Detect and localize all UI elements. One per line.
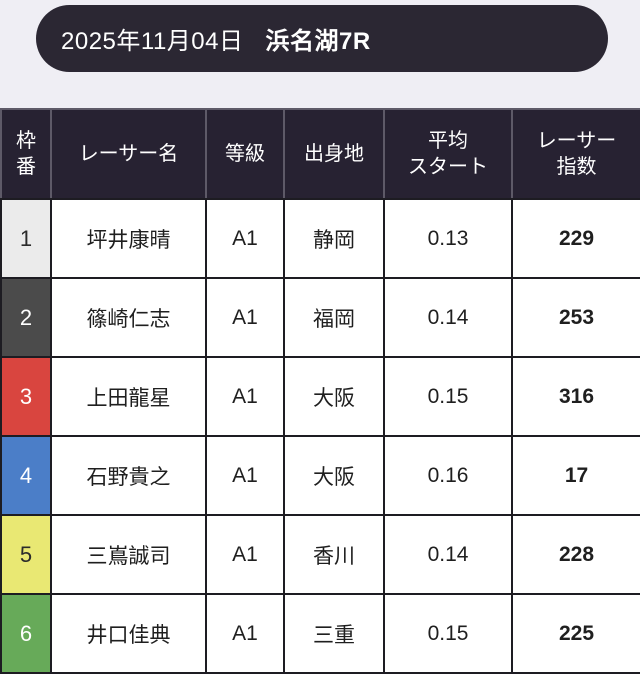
racer-index-cell: 316 (511, 356, 640, 437)
hometown-cell: 福岡 (283, 277, 385, 358)
hometown-cell: 静岡 (283, 198, 385, 279)
column-header-frame-line2: 番 (16, 156, 36, 178)
racer-index-cell: 17 (511, 435, 640, 516)
column-header-hometown: 出身地 (283, 108, 385, 200)
table-row: 3 上田龍星 A1 大阪 0.15 316 (0, 356, 640, 437)
page: { "race_header": { "date": "2025年11月04日"… (0, 5, 640, 674)
avg-start-cell: 0.15 (383, 593, 513, 674)
grade-cell: A1 (205, 593, 285, 674)
racer-table: 枠 番 レーサー名 等級 出身地 平均 スタート レーサー 指数 1 坪井康晴 … (0, 108, 640, 674)
racer-name-cell: 三嶌誠司 (50, 514, 207, 595)
avg-start-cell: 0.13 (383, 198, 513, 279)
hometown-cell: 大阪 (283, 356, 385, 437)
table-row: 5 三嶌誠司 A1 香川 0.14 228 (0, 514, 640, 595)
column-header-avg-start: 平均 スタート (383, 108, 513, 200)
racer-index-cell: 225 (511, 593, 640, 674)
hometown-cell: 大阪 (283, 435, 385, 516)
race-title: 浜名湖7R (265, 28, 371, 55)
grade-cell: A1 (205, 277, 285, 358)
grade-cell: A1 (205, 435, 285, 516)
avg-start-cell: 0.16 (383, 435, 513, 516)
frame-number-cell: 5 (0, 514, 52, 595)
racer-index-cell: 228 (511, 514, 640, 595)
grade-cell: A1 (205, 514, 285, 595)
table-header-row: 枠 番 レーサー名 等級 出身地 平均 スタート レーサー 指数 (0, 108, 640, 200)
table-row: 4 石野貴之 A1 大阪 0.16 17 (0, 435, 640, 516)
frame-number-cell: 1 (0, 198, 52, 279)
racer-name-cell: 篠崎仁志 (50, 277, 207, 358)
avg-start-cell: 0.14 (383, 277, 513, 358)
hometown-cell: 香川 (283, 514, 385, 595)
race-date: 2025年11月04日 (61, 28, 244, 55)
column-header-racer-index: レーサー 指数 (511, 108, 640, 200)
column-header-racer-index-line1: レーサー (536, 130, 617, 152)
frame-number-cell: 6 (0, 593, 52, 674)
frame-number-cell: 4 (0, 435, 52, 516)
grade-cell: A1 (205, 198, 285, 279)
table-row: 6 井口佳典 A1 三重 0.15 225 (0, 593, 640, 674)
frame-number-cell: 2 (0, 277, 52, 358)
table-row: 2 篠崎仁志 A1 福岡 0.14 253 (0, 277, 640, 358)
table-row: 1 坪井康晴 A1 静岡 0.13 229 (0, 198, 640, 279)
column-header-avg-start-line1: 平均 (428, 130, 468, 152)
racer-name-cell: 石野貴之 (50, 435, 207, 516)
column-header-grade: 等級 (205, 108, 285, 200)
race-header-pill: 2025年11月04日 浜名湖7R (36, 5, 608, 72)
racer-name-cell: 坪井康晴 (50, 198, 207, 279)
hometown-cell: 三重 (283, 593, 385, 674)
column-header-frame: 枠 番 (0, 108, 52, 200)
column-header-racer-index-line2: 指数 (556, 156, 597, 178)
frame-number-cell: 3 (0, 356, 52, 437)
grade-cell: A1 (205, 356, 285, 437)
racer-index-cell: 253 (511, 277, 640, 358)
column-header-avg-start-line2: スタート (408, 156, 488, 178)
avg-start-cell: 0.14 (383, 514, 513, 595)
racer-name-cell: 上田龍星 (50, 356, 207, 437)
racer-name-cell: 井口佳典 (50, 593, 207, 674)
column-header-frame-line1: 枠 (16, 130, 36, 152)
avg-start-cell: 0.15 (383, 356, 513, 437)
column-header-racer-name: レーサー名 (50, 108, 207, 200)
racer-index-cell: 229 (511, 198, 640, 279)
